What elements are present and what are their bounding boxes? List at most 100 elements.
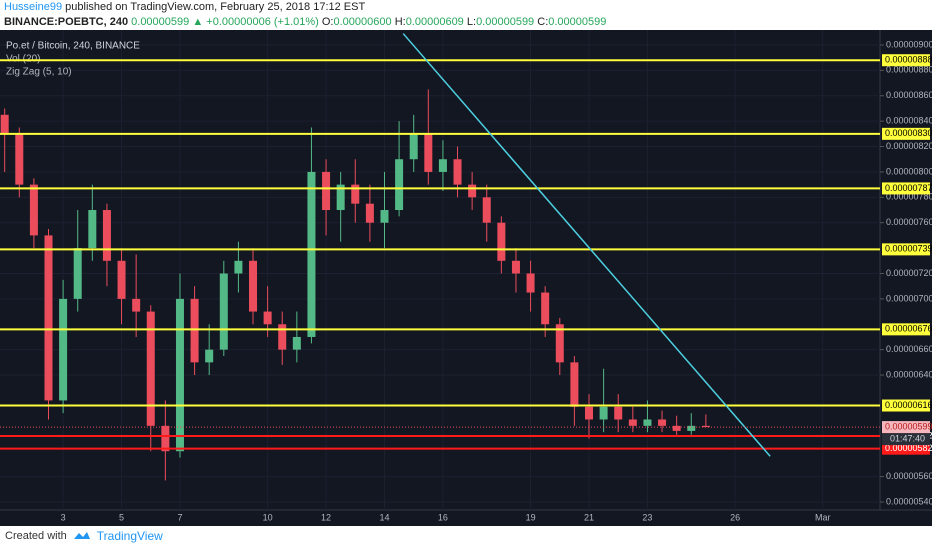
- level-label: 0.00000888: [885, 55, 932, 65]
- y-tick-label: 0.00000900: [886, 39, 932, 49]
- candle-body: [541, 292, 550, 325]
- candle-body: [117, 260, 126, 299]
- y-tick-label: 0.00000720: [886, 268, 932, 278]
- candle-body: [380, 210, 389, 223]
- y-tick-label: 0.00000860: [886, 90, 932, 100]
- ohlc-value: 0.00000599: [548, 16, 607, 28]
- candle-body: [570, 362, 579, 407]
- level-tag: [882, 182, 930, 195]
- candle-body: [365, 203, 374, 223]
- x-tick-label: 21: [584, 512, 594, 522]
- brand[interactable]: TradingView: [96, 529, 163, 543]
- candle-body: [102, 210, 111, 261]
- level-tag: [882, 399, 930, 412]
- ohlc-key: H:: [394, 16, 406, 28]
- y-tick-label: 0.00000760: [886, 217, 932, 227]
- candle-body: [409, 133, 418, 160]
- x-tick-label: 3: [61, 512, 66, 522]
- y-tick-label: 0.00000560: [886, 471, 932, 481]
- x-tick-label: 10: [263, 512, 273, 522]
- y-tick-label: 0.00000880: [886, 65, 932, 75]
- ohlc-value: 0.00000599: [476, 16, 535, 28]
- level-label: 0.00000616: [885, 400, 932, 410]
- current-price-label: 0.00000599: [885, 421, 932, 431]
- candle-body: [526, 273, 535, 293]
- last: 0.00000599: [131, 16, 190, 28]
- candle-body: [672, 425, 681, 431]
- candle-body: [73, 248, 82, 299]
- level-tag: [882, 127, 930, 140]
- candle-body: [424, 133, 433, 172]
- indicator-label: Vol (20): [6, 54, 40, 65]
- level-tag: [882, 54, 930, 67]
- publish-line: Husseine99 published on TradingView.com,…: [4, 0, 606, 15]
- candle-body: [44, 235, 53, 401]
- current-price-tag: [882, 421, 930, 434]
- level-label: 0.00000830: [885, 128, 932, 138]
- candle-body: [497, 222, 506, 261]
- candle-body: [278, 324, 287, 350]
- candle-body: [585, 406, 594, 420]
- chart: 0.00000900 0.00000880 0.00000860 0.00000840…: [0, 30, 932, 526]
- x-tick-label: 5: [119, 512, 124, 522]
- y-tick-label: 0.00000840: [886, 116, 932, 126]
- ohlc-value: 0.00000609: [405, 16, 464, 28]
- symbol: BINANCE:POEBTC, 240: [4, 16, 129, 28]
- candle-body: [88, 210, 97, 249]
- candle-body: [628, 419, 637, 426]
- chart-background: [0, 30, 932, 526]
- candle-body: [643, 419, 652, 426]
- candle-body: [614, 406, 623, 420]
- y-tick-label: 0.00000660: [886, 344, 932, 354]
- footer: Created with TradingView: [5, 529, 163, 543]
- candle-body: [511, 260, 520, 274]
- candle-body: [132, 298, 141, 312]
- candle-body: [687, 425, 696, 431]
- countdown-tag: [882, 433, 930, 446]
- x-tick-label: 26: [730, 512, 740, 522]
- ohlc-key: L:: [466, 16, 477, 28]
- created-with: Created with: [5, 530, 67, 542]
- published: published on TradingView.com, February 2…: [65, 1, 366, 13]
- candle-body: [29, 184, 38, 236]
- candle-body: [555, 324, 564, 363]
- candle-body: [482, 197, 491, 223]
- ohlc-key: O:: [321, 16, 334, 28]
- y-tick-label: 0.00000780: [886, 192, 932, 202]
- chart-title: Po.et / Bitcoin, 240, BINANCE: [6, 41, 140, 52]
- ohlc-value: 0.00000600: [333, 16, 392, 28]
- candle-body: [59, 298, 68, 401]
- level-label: 0.00000739: [885, 244, 932, 254]
- candle-body: [205, 349, 214, 363]
- candle-body: [292, 336, 301, 350]
- candle-body: [395, 159, 404, 211]
- author[interactable]: Husseine99: [4, 1, 63, 13]
- candle-body: [15, 133, 24, 185]
- candle-body: [351, 184, 360, 204]
- y-tick-label: 0.00000700: [886, 293, 932, 303]
- ohlc-key: C:: [537, 16, 549, 28]
- candle-body: [249, 260, 258, 312]
- level-tag: [882, 442, 930, 455]
- level-tag: [882, 243, 930, 256]
- candle-body: [146, 311, 155, 426]
- level-label: 0.00000676: [885, 324, 932, 334]
- x-tick-label: 23: [642, 512, 652, 522]
- candle-body: [336, 184, 345, 211]
- candle-body: [175, 298, 184, 452]
- level-label: 0.00000787: [885, 183, 932, 193]
- candle-body: [161, 425, 170, 452]
- change: ▲ +0.00000006 (+1.01%): [192, 16, 319, 28]
- countdown-label: 01:47:40: [890, 433, 925, 443]
- y-tick-label: 0.00000540: [886, 496, 932, 506]
- candle-body: [468, 184, 477, 198]
- candle-body: [701, 425, 710, 428]
- candle-body: [599, 406, 608, 420]
- candle-body: [307, 171, 316, 337]
- candle-body: [0, 114, 9, 134]
- y-tick-label: 0.00000640: [886, 369, 932, 379]
- y-tick-label: 0.00000820: [886, 141, 932, 151]
- x-tick-label: 16: [438, 512, 448, 522]
- candle-body: [658, 419, 667, 426]
